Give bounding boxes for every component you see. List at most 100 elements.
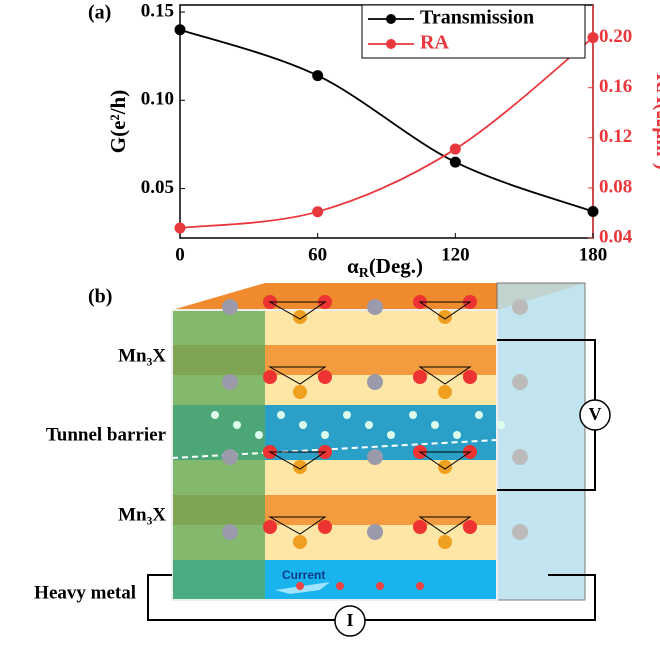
x-tick-label: 0 — [175, 244, 185, 265]
x-axis-label-part: α — [347, 254, 359, 278]
x-axis-label-part: (Deg.) — [369, 254, 423, 278]
atom — [438, 460, 452, 474]
atom — [293, 460, 307, 474]
panel-label: (b) — [88, 286, 112, 308]
atom — [293, 535, 307, 549]
spin-triangle — [268, 366, 327, 385]
spin-triangle — [268, 516, 327, 535]
barrier-atom — [233, 421, 241, 429]
layer-label: Heavy metal — [34, 582, 136, 603]
atom — [413, 520, 427, 534]
atom — [222, 374, 238, 390]
atom — [438, 310, 452, 324]
x-axis-label-part: R — [359, 266, 370, 281]
atom — [222, 299, 238, 315]
spin-arrow — [376, 582, 384, 590]
x-tick-label: 120 — [441, 244, 470, 265]
y-tick-label: 0.10 — [141, 89, 174, 110]
series-line — [179, 36, 594, 229]
y2-axis-label: RA(Ωμm²) — [652, 73, 660, 170]
atom — [318, 370, 332, 384]
atom — [463, 520, 477, 534]
atom — [367, 374, 383, 390]
barrier-atom — [321, 431, 329, 439]
data-point — [449, 143, 461, 155]
atom — [413, 370, 427, 384]
x-tick-label: 60 — [308, 244, 327, 265]
layer-label: Mn₃X — [118, 504, 166, 525]
data-point — [174, 24, 186, 36]
atom — [512, 299, 528, 315]
wire — [497, 339, 596, 400]
side-face — [172, 310, 265, 600]
data-point — [587, 206, 599, 218]
y2-tick-label: 0.04 — [599, 226, 633, 247]
legend-marker — [386, 14, 396, 24]
atom — [512, 374, 528, 390]
legend-marker — [386, 39, 396, 49]
atom — [367, 299, 383, 315]
spin-triangle — [418, 301, 472, 320]
y-tick-label: 0.05 — [141, 177, 174, 198]
spin-triangle — [418, 451, 472, 470]
barrier-atom — [497, 421, 505, 429]
y2-tick-label: 0.16 — [599, 76, 632, 97]
atom — [293, 385, 307, 399]
atom — [318, 520, 332, 534]
ammeter-label: I — [346, 610, 353, 630]
spin-triangle — [418, 366, 472, 385]
barrier-atom — [299, 421, 307, 429]
voltmeter — [579, 399, 611, 431]
y2-tick-label: 0.20 — [599, 26, 632, 47]
atom — [512, 524, 528, 540]
atom — [222, 449, 238, 465]
right-face — [496, 282, 586, 601]
voltmeter-label: V — [589, 404, 602, 424]
spin-arrow — [296, 582, 304, 590]
atom — [263, 370, 277, 384]
data-point — [312, 206, 324, 218]
barrier-atom — [365, 421, 373, 429]
spin-triangle — [268, 301, 327, 320]
spin-arrow — [416, 582, 424, 590]
y-axis-label: G(e²/h) — [106, 90, 130, 153]
barrier-atom — [211, 411, 219, 419]
panel-label: (a) — [88, 2, 111, 24]
barrier-atom — [431, 421, 439, 429]
outline — [171, 309, 498, 601]
atom — [463, 370, 477, 384]
data-point — [449, 156, 461, 168]
atom — [263, 520, 277, 534]
y2-tick-label: 0.12 — [599, 126, 632, 147]
data-point — [174, 222, 186, 234]
barrier-atom — [453, 431, 461, 439]
legend-box — [361, 4, 586, 59]
layer-label: Tunnel barrier — [46, 424, 167, 445]
atom — [222, 524, 238, 540]
wire — [147, 574, 335, 621]
atom — [367, 524, 383, 540]
barrier-atom — [387, 431, 395, 439]
barrier-atom — [343, 411, 351, 419]
x-axis-label: αR(Deg.) — [347, 254, 423, 281]
data-point — [587, 32, 599, 44]
barrier-atom — [255, 431, 263, 439]
atom — [293, 310, 307, 324]
wire — [497, 430, 596, 491]
barrier-atom — [409, 411, 417, 419]
barrier-atom — [475, 411, 483, 419]
spin-triangle — [418, 516, 472, 535]
spin-triangle — [268, 451, 327, 470]
legend-label: Transmission — [420, 7, 534, 29]
wire — [365, 574, 596, 621]
barrier-atom — [277, 411, 285, 419]
atom — [438, 385, 452, 399]
atom — [438, 535, 452, 549]
atom — [367, 449, 383, 465]
series-line — [179, 28, 594, 213]
ammeter — [334, 605, 366, 637]
x-tick-label: 180 — [579, 244, 608, 265]
spin-arrow — [336, 582, 344, 590]
device-diagram: V I Current Mn₃X Tunnel barrier Mn₃X Hea… — [34, 282, 611, 637]
